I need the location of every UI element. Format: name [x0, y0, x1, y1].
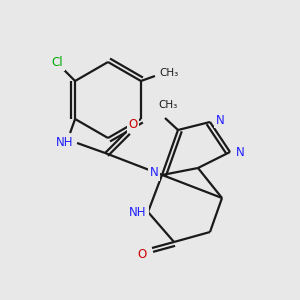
- Text: NH: NH: [56, 136, 74, 149]
- Text: N: N: [236, 146, 244, 158]
- Text: CH₃: CH₃: [159, 68, 178, 78]
- Text: Cl: Cl: [51, 56, 63, 70]
- Text: NH: NH: [129, 206, 147, 218]
- Text: N: N: [216, 113, 224, 127]
- Text: O: O: [137, 248, 147, 262]
- Text: N: N: [150, 167, 158, 179]
- Text: CH₃: CH₃: [158, 100, 178, 110]
- Text: O: O: [128, 118, 138, 131]
